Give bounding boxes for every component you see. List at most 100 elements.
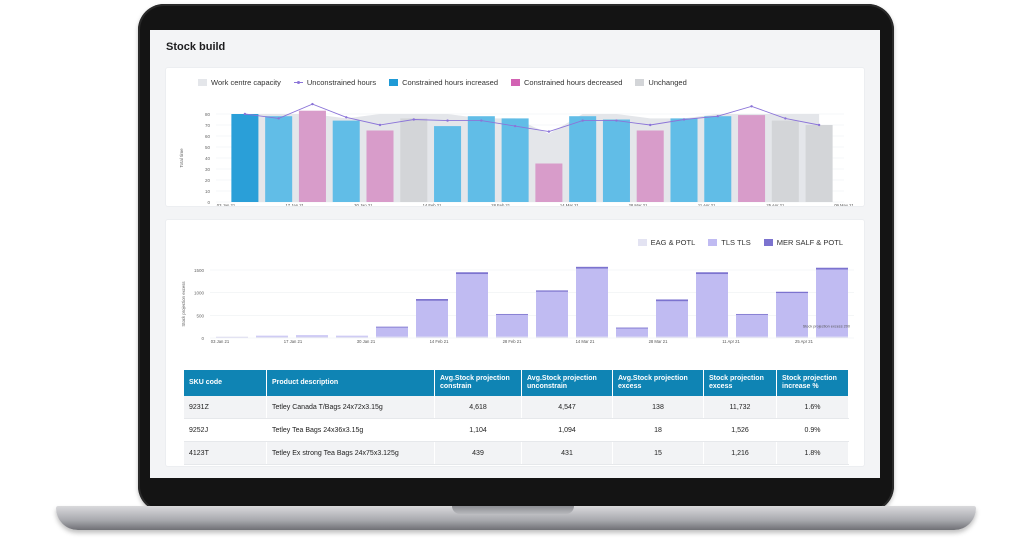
stock-bar-segment[interactable] — [576, 266, 608, 269]
stock-bar-segment[interactable] — [816, 269, 848, 337]
stock-bar-segment[interactable] — [696, 272, 728, 275]
stock-bar-segment[interactable] — [576, 268, 608, 337]
stock-bar-segment[interactable] — [656, 301, 688, 337]
unconstrained-point[interactable] — [716, 115, 719, 118]
stock-bar-segment[interactable] — [296, 336, 328, 338]
hours-bar[interactable] — [298, 110, 326, 202]
hours-legend-item[interactable]: Unchanged — [635, 78, 687, 87]
stock-bar-segment[interactable] — [256, 335, 288, 337]
hours-legend-item[interactable]: Constrained hours increased — [389, 78, 498, 87]
stock-bar-segment[interactable] — [576, 336, 608, 338]
unconstrained-point[interactable] — [243, 112, 247, 116]
col-avg-constrain[interactable]: Avg.Stock projection constrain — [434, 370, 522, 396]
stock-bar-segment[interactable] — [496, 313, 528, 315]
unconstrained-point[interactable] — [615, 119, 618, 122]
unconstrained-point[interactable] — [750, 105, 753, 108]
hours-bar[interactable] — [636, 130, 664, 203]
stock-bar-segment[interactable] — [376, 327, 408, 337]
col-sku-code[interactable]: SKU code — [184, 370, 267, 396]
hours-bar[interactable] — [771, 120, 799, 202]
stock-bar-segment[interactable] — [776, 336, 808, 338]
stock-bar-segment[interactable] — [216, 336, 248, 338]
table-row[interactable]: 9252J Tetley Tea Bags 24x36x3.15g 1,104 1,0… — [184, 418, 849, 442]
stock-bar-segment[interactable] — [416, 299, 448, 301]
stock-legend-item[interactable]: MER SALF & POTL — [763, 238, 843, 247]
hours-bar[interactable] — [738, 115, 766, 202]
y-tick-label: 0 — [207, 200, 210, 205]
hours-bar[interactable] — [467, 116, 495, 202]
hours-bar[interactable] — [670, 118, 698, 202]
col-avg-unconstrain[interactable]: Avg.Stock projection unconstrain — [521, 370, 613, 396]
stock-bar-segment[interactable] — [256, 336, 288, 338]
stock-bar-segment[interactable] — [736, 336, 768, 338]
stock-bar-segment[interactable] — [416, 336, 448, 338]
stock-bar-segment[interactable] — [736, 313, 768, 315]
table-row[interactable]: 4123T Tetley Ex strong Tea Bags 24x75x3.1… — [184, 441, 849, 465]
stock-legend-item[interactable]: EAG & POTL — [637, 238, 695, 247]
hours-bar[interactable] — [535, 163, 563, 203]
stock-bar-segment[interactable] — [776, 291, 808, 294]
col-product-description[interactable]: Product description — [266, 370, 435, 396]
x-tick-label: 03 Jan 21 — [211, 339, 230, 344]
stock-bar-segment[interactable] — [376, 326, 408, 328]
hours-bar[interactable] — [704, 116, 732, 202]
hours-bar[interactable] — [332, 120, 360, 202]
stock-bar-segment[interactable] — [536, 291, 568, 337]
stock-bar-segment[interactable] — [456, 336, 488, 338]
stock-bar-segment[interactable] — [656, 299, 688, 302]
stock-bar-segment[interactable] — [616, 328, 648, 337]
hours-bar[interactable] — [805, 125, 833, 202]
unconstrained-point[interactable] — [378, 123, 382, 127]
col-increase-pct[interactable]: Stock projection increase % — [776, 370, 849, 396]
hours-bar[interactable] — [569, 116, 597, 202]
stock-legend-item[interactable]: TLS TLS — [708, 238, 751, 247]
unconstrained-point[interactable] — [412, 118, 415, 121]
stock-bar-segment[interactable] — [376, 336, 408, 338]
stock-bar-segment[interactable] — [456, 272, 488, 275]
stock-bar-segment[interactable] — [656, 336, 688, 338]
stock-bar-segment[interactable] — [776, 293, 808, 337]
stock-bar-segment[interactable] — [456, 274, 488, 337]
stock-bar-segment[interactable] — [816, 336, 848, 338]
unconstrained-point[interactable] — [345, 116, 348, 119]
hours-legend-item[interactable]: Work centre capacity — [198, 78, 281, 87]
stock-bar-segment[interactable] — [736, 314, 768, 337]
stock-bar-segment[interactable] — [616, 327, 648, 329]
col-excess[interactable]: Stock projection excess — [703, 370, 777, 396]
hours-bar[interactable] — [265, 116, 293, 202]
col-avg-excess[interactable]: Avg.Stock projection excess — [612, 370, 704, 396]
unconstrained-point[interactable] — [277, 117, 280, 120]
stock-bar-segment[interactable] — [696, 274, 728, 337]
unconstrained-point[interactable] — [581, 119, 584, 122]
stock-bar-segment[interactable] — [536, 336, 568, 338]
unconstrained-point[interactable] — [649, 123, 652, 127]
stock-bar-segment[interactable] — [296, 335, 328, 337]
stock-bar-segment[interactable] — [536, 290, 568, 292]
hours-bar[interactable] — [231, 114, 259, 202]
unconstrained-point[interactable] — [513, 124, 517, 128]
unconstrained-point[interactable] — [817, 123, 821, 127]
unconstrained-point[interactable] — [311, 102, 314, 106]
stock-bar-segment[interactable] — [416, 300, 448, 337]
hours-bar[interactable] — [501, 118, 529, 202]
hours-bar[interactable] — [400, 118, 428, 202]
hours-legend-item[interactable]: Constrained hours decreased — [511, 78, 622, 87]
unconstrained-point[interactable] — [784, 117, 787, 120]
stock-bar-segment[interactable] — [496, 314, 528, 337]
x-tick-label: 17 Jan 21 — [285, 203, 304, 206]
unconstrained-point[interactable] — [547, 130, 551, 133]
stock-bar-segment[interactable] — [816, 267, 848, 270]
hours-bar[interactable] — [366, 130, 394, 203]
stock-bar-segment[interactable] — [336, 336, 368, 338]
stock-bar-segment[interactable] — [496, 336, 528, 338]
stock-bar-segment[interactable] — [696, 336, 728, 338]
hours-bar[interactable] — [602, 119, 630, 203]
hours-bar[interactable] — [434, 126, 462, 202]
unconstrained-point[interactable] — [446, 119, 449, 122]
stock-bar-segment[interactable] — [616, 336, 648, 338]
unconstrained-point[interactable] — [480, 119, 483, 122]
unconstrained-point[interactable] — [682, 118, 686, 121]
table-row[interactable]: 9231Z Tetley Canada T/Bags 24x72x3.15g 4,6… — [184, 396, 849, 419]
hours-legend-item[interactable]: Unconstrained hours — [293, 78, 376, 87]
stock-bar-segment[interactable] — [336, 335, 368, 337]
